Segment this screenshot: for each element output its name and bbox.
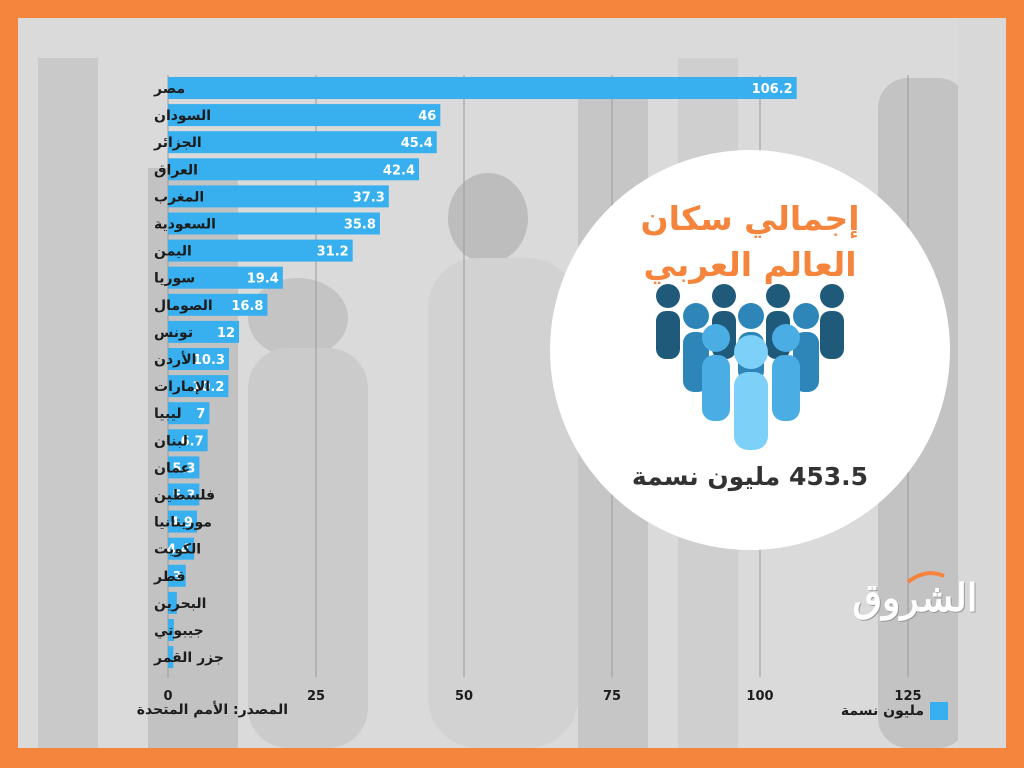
bars: 106.2 46 45.4 42.4 37.3 35.8 31.2 19.4 16.8 12 10.… xyxy=(167,77,797,669)
logo-swoosh-icon xyxy=(906,571,945,584)
bar-value-label: 4.4 xyxy=(167,543,190,558)
bar-value-label: 5.3 xyxy=(172,461,195,476)
category-label: السعودية xyxy=(154,217,216,233)
category-label: سوريا xyxy=(154,271,195,287)
bar xyxy=(168,131,437,154)
category-label: مصر xyxy=(153,81,185,97)
bar xyxy=(168,619,174,641)
bar xyxy=(168,483,200,506)
category-label: ليبيا xyxy=(154,406,182,422)
total-population-value: 453.5 مليون نسمة xyxy=(631,462,869,491)
people-group-icon xyxy=(656,284,844,450)
category-label: الجزائر xyxy=(153,135,202,151)
x-tick-label: 125 xyxy=(894,689,921,704)
bar xyxy=(168,402,210,425)
category-label: جزر القمر xyxy=(153,650,224,666)
x-tick-label: 75 xyxy=(603,689,621,704)
bar xyxy=(168,591,177,614)
category-label: موريتانيا xyxy=(154,515,212,531)
category-label: الكويت xyxy=(154,542,201,558)
category-label: تونس xyxy=(154,325,193,341)
category-label: الإمارات xyxy=(154,379,210,395)
category-label: الأردن xyxy=(154,351,196,368)
bar xyxy=(168,293,268,316)
info-title: إجمالي سكان العالم العربي xyxy=(550,196,950,288)
bar xyxy=(168,564,186,587)
total-population-circle: إجمالي سكان العالم العربي 453 xyxy=(550,150,950,550)
bar xyxy=(168,104,441,127)
bar xyxy=(168,348,229,370)
bar-value-label: 16.8 xyxy=(231,299,263,314)
bar xyxy=(168,456,200,479)
legend-label: مليون نسمة xyxy=(840,703,924,719)
bar xyxy=(168,158,420,181)
bar-value-label: 35.8 xyxy=(344,218,376,233)
category-label: البحرين xyxy=(154,596,206,612)
x-tick-label: 100 xyxy=(746,689,773,704)
bar xyxy=(168,77,797,99)
category-label: لبنان xyxy=(154,433,188,449)
bar-value-label: 12 xyxy=(217,326,235,341)
bar-value-label: 10.3 xyxy=(193,353,225,368)
bar-value-label: 5.3 xyxy=(172,489,195,504)
source-note: المصدر: الأمم المتحدة xyxy=(136,702,288,718)
info-title-line1: إجمالي سكان xyxy=(640,199,860,238)
bar-value-label: 19.4 xyxy=(247,272,279,287)
legend: مليون نسمة xyxy=(778,702,948,720)
bar xyxy=(168,375,229,398)
category-label: فلسطين xyxy=(154,488,215,504)
category-label: جيبوتي xyxy=(154,623,204,639)
category-label: العراق xyxy=(154,162,198,178)
bar xyxy=(168,646,174,669)
x-tick-label: 50 xyxy=(455,689,473,704)
bar-value-label: 106.2 xyxy=(752,82,793,97)
bar-value-label: 31.2 xyxy=(317,245,349,260)
bar xyxy=(168,510,198,533)
category-label: الصومال xyxy=(154,298,213,314)
bar xyxy=(168,320,240,343)
infographic-frame: 106.2 46 45.4 42.4 37.3 35.8 31.2 19.4 16.8 12 10.… xyxy=(18,18,1006,748)
bar xyxy=(168,185,389,208)
logo-text: الشروق xyxy=(852,575,978,620)
bar-value-label: 6.7 xyxy=(181,434,204,449)
x-axis-ticks: 0 25 50 75 100 125 xyxy=(163,689,921,704)
shorouk-logo: الشروق xyxy=(850,568,980,628)
bar-chart: 106.2 46 45.4 42.4 37.3 35.8 31.2 19.4 16.8 12 10.… xyxy=(153,75,922,704)
bar-value-label: 45.4 xyxy=(401,136,433,151)
bar-value-label: 46 xyxy=(418,109,436,124)
bar xyxy=(168,429,208,452)
x-tick-label: 0 xyxy=(163,689,172,704)
x-tick-label: 25 xyxy=(307,689,325,704)
bar-value-label: 10.2 xyxy=(192,380,224,395)
info-title-line2: العالم العربي xyxy=(643,245,857,284)
legend-swatch xyxy=(930,702,948,720)
bar xyxy=(168,537,195,560)
category-label: اليمن xyxy=(154,244,192,260)
category-label: قطر xyxy=(153,569,186,585)
bar xyxy=(168,239,353,262)
bar-value-label: 42.4 xyxy=(383,163,415,178)
bar xyxy=(168,212,380,235)
category-labels: مصر السودان الجزائر العراق المغرب السعودية الي… xyxy=(153,81,224,666)
category-label: عمان xyxy=(154,460,190,476)
category-label: المغرب xyxy=(154,189,204,205)
category-label: السودان xyxy=(154,108,211,124)
bar xyxy=(168,266,283,289)
bar-value-label: 37.3 xyxy=(353,190,385,205)
bar-value-label: 4.9 xyxy=(170,516,193,531)
bar-value-label: 3 xyxy=(173,570,182,585)
bar-value-label: 7 xyxy=(196,407,205,422)
